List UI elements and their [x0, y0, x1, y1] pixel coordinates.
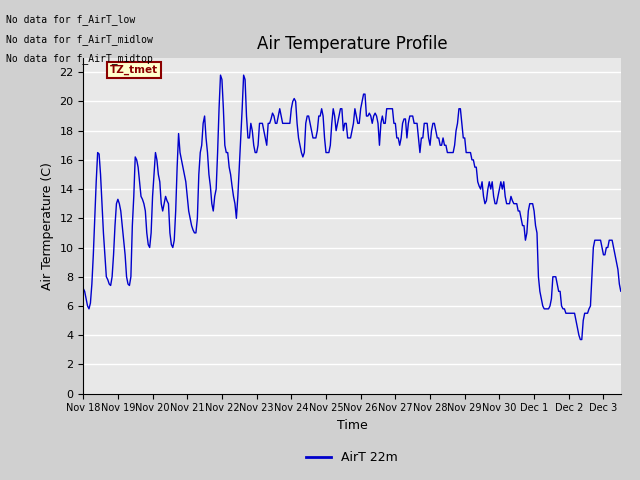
Text: No data for f_AirT_midlow: No data for f_AirT_midlow: [6, 34, 153, 45]
Legend: AirT 22m: AirT 22m: [301, 446, 403, 469]
Text: No data for f_AirT_low: No data for f_AirT_low: [6, 14, 136, 25]
Text: TZ_tmet: TZ_tmet: [110, 65, 158, 75]
Y-axis label: Air Termperature (C): Air Termperature (C): [41, 162, 54, 289]
X-axis label: Time: Time: [337, 419, 367, 432]
Text: No data for f_AirT_midtop: No data for f_AirT_midtop: [6, 53, 153, 64]
Title: Air Temperature Profile: Air Temperature Profile: [257, 35, 447, 53]
